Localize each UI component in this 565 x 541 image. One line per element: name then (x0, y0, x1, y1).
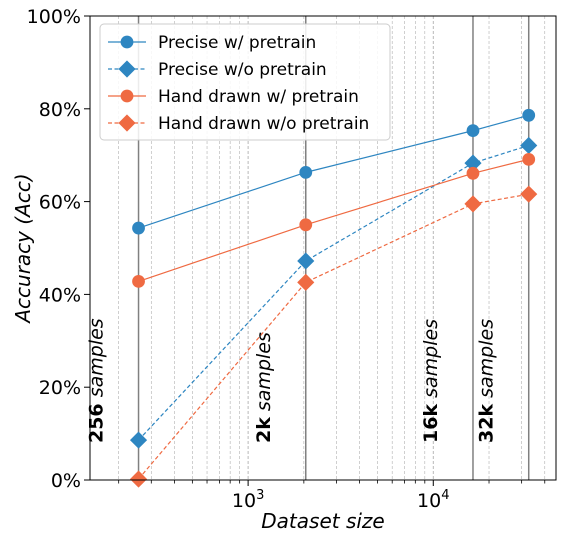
series-line (138, 193, 529, 480)
data-point (522, 152, 536, 166)
y-tick-label: 80% (39, 99, 81, 121)
series-precise-w-o-pretrain (129, 136, 538, 449)
y-tick-label: 60% (39, 192, 81, 214)
legend-label: Hand drawn w/o pretrain (158, 114, 369, 134)
data-point (299, 218, 313, 232)
data-point (297, 252, 315, 270)
sample-annotation: 32k samples (476, 319, 498, 443)
legend-entry: Hand drawn w/o pretrain (108, 114, 369, 134)
legend-entry: Precise w/ pretrain (108, 33, 316, 53)
legend-label: Hand drawn w/ pretrain (158, 87, 359, 107)
x-tick-label: 104 (417, 488, 449, 512)
y-axis-title: Accuracy (Acc) (11, 173, 35, 324)
data-point (129, 470, 148, 488)
sample-annotation: 16k samples (420, 319, 442, 443)
legend-marker (120, 89, 134, 103)
data-point (520, 136, 538, 155)
data-point (129, 431, 148, 449)
data-point (299, 165, 313, 179)
sample-annotation: 2k samples (253, 332, 275, 443)
x-axis-title: Dataset size (261, 509, 384, 533)
legend-marker (118, 60, 136, 78)
data-point (464, 195, 482, 213)
y-tick-label: 0% (51, 470, 81, 492)
series-layer (129, 108, 538, 488)
legend-label: Precise w/o pretrain (158, 60, 327, 80)
plot-frame (89, 15, 557, 481)
data-point (132, 275, 145, 288)
legend-entry: Hand drawn w/ pretrain (108, 87, 359, 107)
series-precise-w-pretrain (132, 108, 536, 235)
legend-box (99, 23, 391, 141)
axis-layer: 0% 20% 40% 60% 80% 100% 103 104 (27, 6, 546, 512)
y-tick-label: 100% (27, 6, 81, 28)
data-point (466, 166, 480, 180)
legend-label: Precise w/ pretrain (158, 33, 316, 53)
legend-entry: Precise w/o pretrain (108, 60, 327, 80)
y-tick-label: 20% (39, 377, 81, 399)
data-point (520, 185, 538, 203)
y-tick-label: 40% (39, 284, 81, 306)
series-line (138, 144, 529, 441)
series-hand-drawn-w-pretrain (132, 152, 536, 288)
sample-annotation: 256 samples (86, 318, 108, 443)
legend: Precise w/ pretrain Precise w/o pretrain H… (99, 23, 391, 141)
series-line (138, 114, 529, 229)
series-line (138, 158, 529, 282)
x-tick-label: 103 (232, 488, 264, 512)
annotation-layer: 256 samples 2k samples 16k samples 32k samp… (86, 318, 498, 443)
data-point (297, 273, 315, 291)
data-point (522, 108, 536, 122)
legend-marker (120, 35, 134, 49)
data-point (132, 221, 145, 235)
data-point (466, 124, 480, 138)
legend-marker (118, 114, 136, 132)
series-hand-drawn-w-o-pretrain (129, 185, 538, 488)
